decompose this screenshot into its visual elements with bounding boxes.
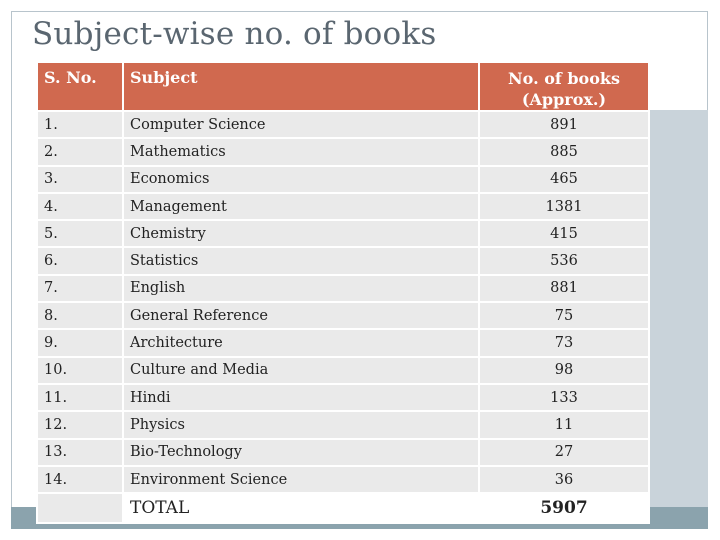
total-label: TOTAL — [122, 492, 480, 525]
row-sno: 8. — [36, 301, 124, 331]
table-row: 1. Computer Science 891 — [36, 109, 650, 140]
row-subject: Statistics — [122, 246, 480, 276]
side-panel — [648, 110, 708, 507]
row-subject: Environment Science — [122, 464, 480, 495]
row-sno: 10. — [36, 355, 124, 385]
row-subject: Architecture — [122, 328, 480, 358]
row-sno: 3. — [36, 164, 124, 194]
row-count: 11 — [478, 410, 650, 440]
row-sno: 11. — [36, 382, 124, 413]
row-sno: 2. — [36, 137, 124, 167]
row-count: 415 — [478, 219, 650, 249]
table-body: 1. Computer Science 891 2. Mathematics 885 3. E… — [36, 109, 650, 525]
row-sno: 12. — [36, 410, 124, 440]
row-count: 536 — [478, 246, 650, 276]
table-row: 3. Economics 465 — [36, 164, 650, 194]
table-row: 11. Hindi 133 — [36, 382, 650, 413]
row-subject: Bio-Technology — [122, 437, 480, 467]
row-subject: Hindi — [122, 382, 480, 413]
row-sno: 5. — [36, 219, 124, 249]
row-subject: Computer Science — [122, 109, 480, 140]
row-count: 73 — [478, 328, 650, 358]
row-sno: 9. — [36, 328, 124, 358]
row-count: 881 — [478, 273, 650, 304]
row-sno: 6. — [36, 246, 124, 276]
table-row: 12. Physics 11 — [36, 410, 650, 440]
header-subject: Subject — [122, 61, 480, 112]
row-sno: 4. — [36, 191, 124, 222]
table-header-row: S. No. Subject No. of books (Approx.) — [36, 61, 650, 112]
table-row: 7. English 881 — [36, 273, 650, 304]
row-count: 891 — [478, 109, 650, 140]
row-count: 1381 — [478, 191, 650, 222]
page-title: Subject-wise no. of books — [32, 16, 437, 52]
books-table: S. No. Subject No. of books (Approx.) 1.… — [36, 61, 650, 525]
row-sno: 1. — [36, 109, 124, 140]
row-sno: 13. — [36, 437, 124, 467]
row-count: 98 — [478, 355, 650, 385]
table-row: 4. Management 1381 — [36, 191, 650, 222]
table-row: 13. Bio-Technology 27 — [36, 437, 650, 467]
table-row: 10. Culture and Media 98 — [36, 355, 650, 385]
row-sno: 7. — [36, 273, 124, 304]
row-subject: Management — [122, 191, 480, 222]
row-subject: English — [122, 273, 480, 304]
row-count: 36 — [478, 464, 650, 495]
header-count-line2: (Approx.) — [521, 90, 607, 109]
row-count: 75 — [478, 301, 650, 331]
total-count: 5907 — [478, 492, 650, 525]
table-row: 5. Chemistry 415 — [36, 219, 650, 249]
table-row: 8. General Reference 75 — [36, 301, 650, 331]
table-row: 2. Mathematics 885 — [36, 137, 650, 167]
row-subject: Physics — [122, 410, 480, 440]
row-count: 465 — [478, 164, 650, 194]
row-count: 27 — [478, 437, 650, 467]
row-count: 885 — [478, 137, 650, 167]
row-sno: 14. — [36, 464, 124, 495]
row-subject: Economics — [122, 164, 480, 194]
row-subject: Chemistry — [122, 219, 480, 249]
row-count: 133 — [478, 382, 650, 413]
total-empty-cell — [36, 492, 124, 525]
header-count-line1: No. of books — [508, 69, 620, 88]
row-subject: Culture and Media — [122, 355, 480, 385]
table-row: 9. Architecture 73 — [36, 328, 650, 358]
row-subject: Mathematics — [122, 137, 480, 167]
row-subject: General Reference — [122, 301, 480, 331]
header-sno: S. No. — [36, 61, 124, 112]
header-count: No. of books (Approx.) — [478, 61, 650, 112]
total-row: TOTAL 5907 — [36, 492, 650, 525]
table-row: 6. Statistics 536 — [36, 246, 650, 276]
table-row: 14. Environment Science 36 — [36, 464, 650, 495]
